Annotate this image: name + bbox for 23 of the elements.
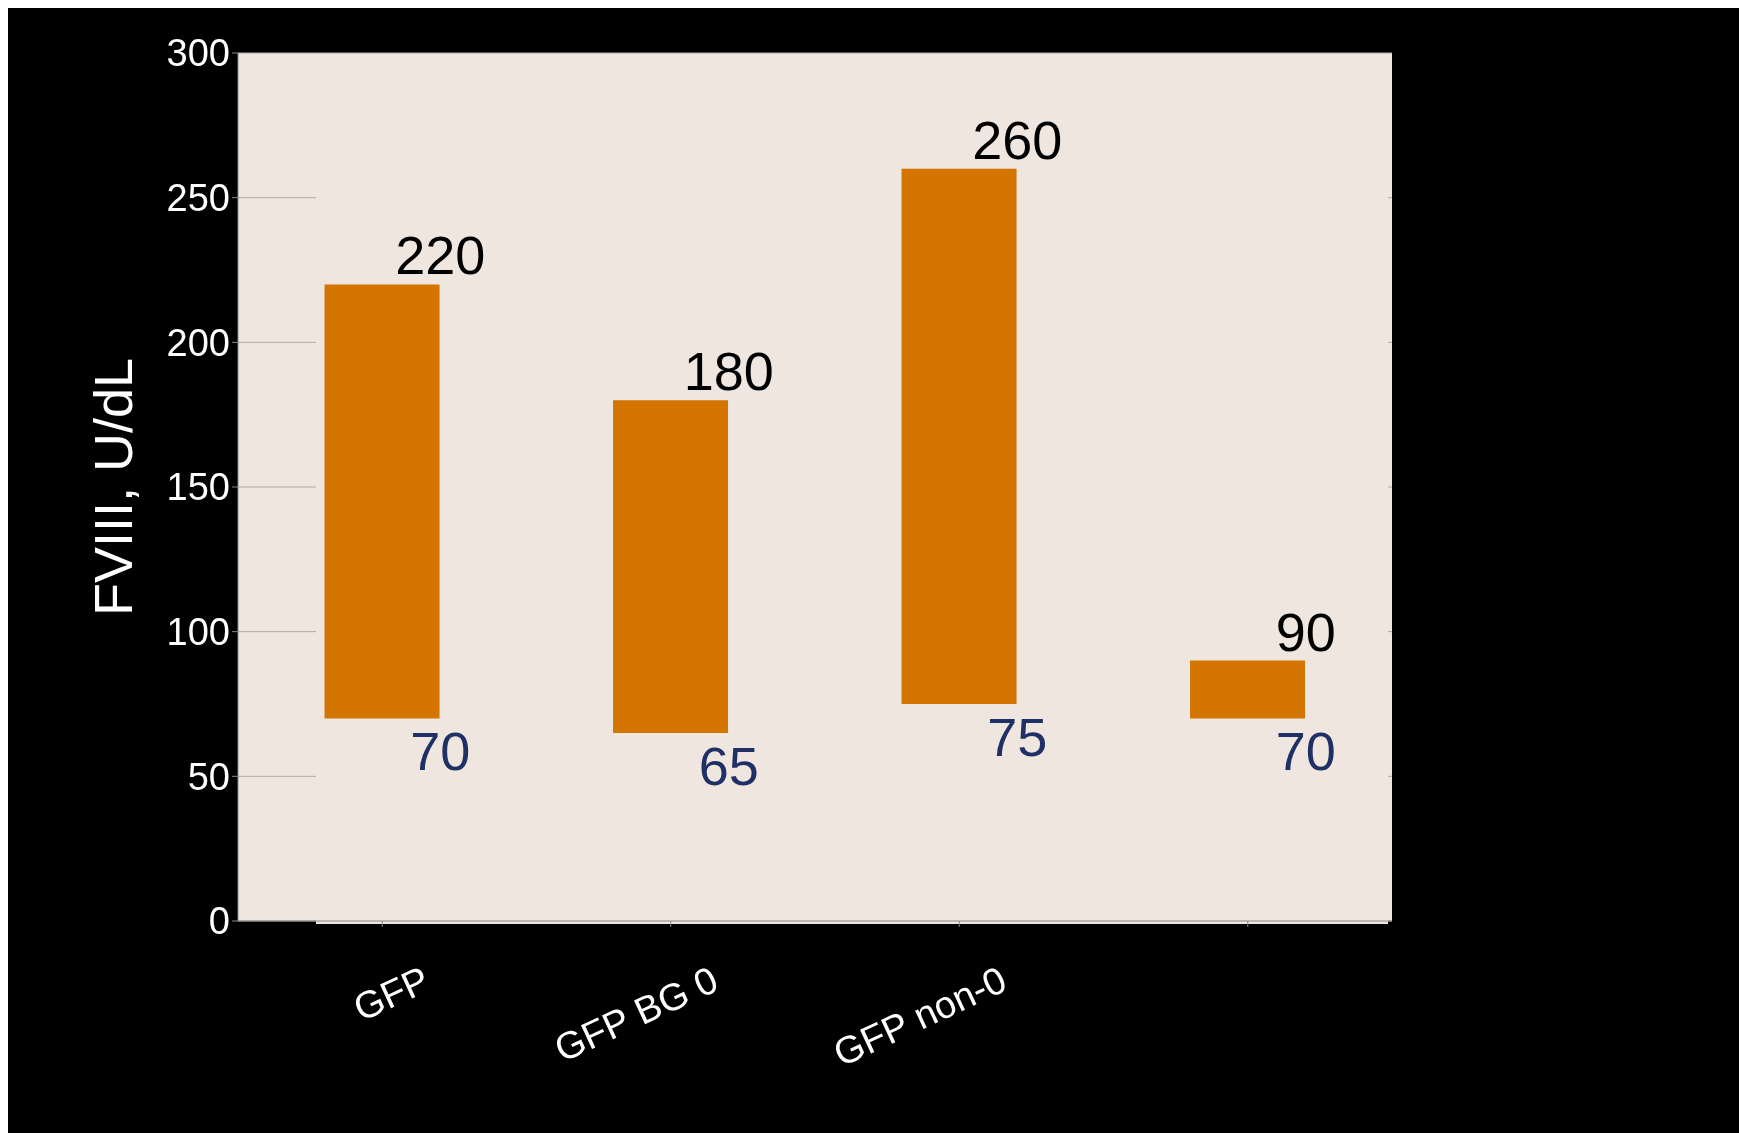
- annotation: 90: [1275, 601, 1336, 662]
- annotation: 180: [683, 341, 774, 402]
- y-tick-label: 200: [166, 321, 230, 364]
- annotation: 260: [972, 109, 1063, 170]
- x-tick-label: GFP non-0: [827, 958, 1013, 1075]
- y-tick-label: 250: [166, 177, 230, 220]
- y-tick-label: 100: [166, 611, 230, 654]
- bar: [324, 284, 440, 719]
- y-tick-label: 50: [187, 755, 230, 798]
- annotation: 75: [987, 707, 1048, 767]
- annotation: 70: [410, 721, 471, 782]
- bar: [613, 400, 729, 733]
- y-tick-label: 300: [166, 32, 230, 75]
- x-tick-label: GFP: [347, 958, 436, 1030]
- y-axis-title: FVIII, U/dL: [83, 357, 144, 617]
- annotation: 65: [698, 735, 759, 796]
- annotation: 70: [1275, 721, 1336, 782]
- bar: [1190, 660, 1306, 719]
- x-tick-label: GFP BG 0: [548, 958, 725, 1071]
- y-tick-label: 150: [166, 466, 230, 509]
- bar: [901, 168, 1017, 704]
- annotation: 220: [395, 225, 486, 286]
- y-tick-label: 0: [208, 900, 230, 943]
